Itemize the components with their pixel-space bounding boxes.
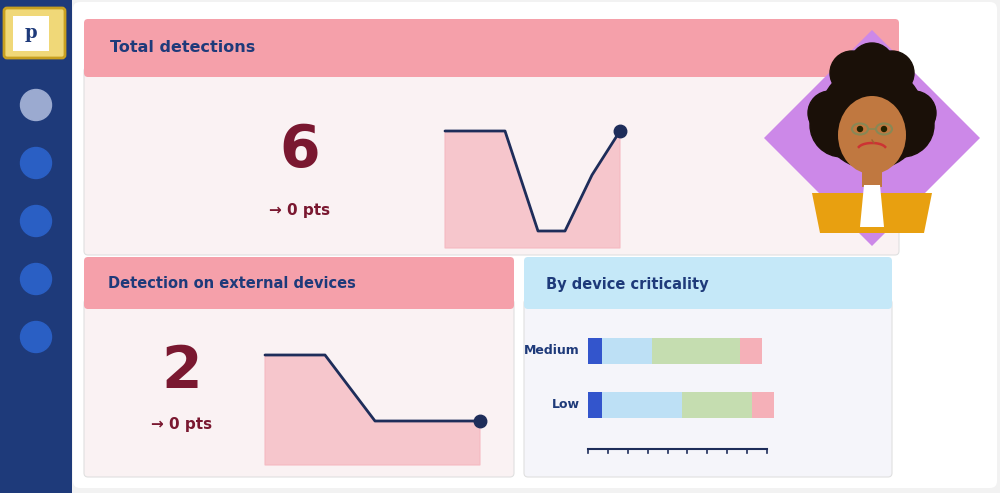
- FancyBboxPatch shape: [84, 19, 899, 77]
- Circle shape: [20, 90, 52, 120]
- Circle shape: [858, 127, 863, 132]
- Text: Detection on external devices: Detection on external devices: [108, 277, 356, 291]
- FancyBboxPatch shape: [524, 257, 892, 309]
- Polygon shape: [764, 30, 980, 246]
- FancyBboxPatch shape: [0, 0, 72, 493]
- FancyBboxPatch shape: [740, 338, 762, 364]
- Text: Low: Low: [552, 398, 580, 412]
- FancyBboxPatch shape: [652, 338, 740, 364]
- Text: p: p: [25, 25, 37, 42]
- Text: Total detections: Total detections: [110, 40, 255, 55]
- FancyBboxPatch shape: [862, 169, 882, 187]
- FancyBboxPatch shape: [602, 392, 682, 418]
- Circle shape: [808, 91, 852, 135]
- Circle shape: [20, 147, 52, 178]
- Circle shape: [870, 51, 914, 95]
- FancyBboxPatch shape: [588, 392, 602, 418]
- Polygon shape: [445, 131, 620, 248]
- Text: By device criticality: By device criticality: [546, 277, 709, 291]
- Circle shape: [830, 51, 874, 95]
- Polygon shape: [860, 185, 884, 227]
- FancyBboxPatch shape: [73, 2, 997, 488]
- FancyBboxPatch shape: [4, 8, 65, 58]
- Circle shape: [870, 93, 934, 157]
- FancyBboxPatch shape: [752, 392, 774, 418]
- Text: Medium: Medium: [524, 345, 580, 357]
- Ellipse shape: [838, 96, 906, 174]
- FancyBboxPatch shape: [588, 338, 602, 364]
- Text: 6: 6: [280, 122, 320, 179]
- Text: → 0 pts: → 0 pts: [151, 418, 213, 432]
- FancyBboxPatch shape: [524, 299, 892, 477]
- Circle shape: [882, 127, 887, 132]
- FancyBboxPatch shape: [84, 67, 899, 255]
- FancyBboxPatch shape: [84, 299, 514, 477]
- Circle shape: [850, 43, 894, 87]
- FancyBboxPatch shape: [602, 338, 652, 364]
- Text: → 0 pts: → 0 pts: [269, 204, 331, 218]
- Circle shape: [20, 321, 52, 352]
- FancyBboxPatch shape: [13, 16, 49, 51]
- Polygon shape: [265, 355, 480, 465]
- FancyBboxPatch shape: [682, 392, 752, 418]
- Circle shape: [820, 65, 924, 169]
- Circle shape: [20, 263, 52, 294]
- Circle shape: [892, 91, 936, 135]
- Circle shape: [810, 93, 874, 157]
- Polygon shape: [812, 193, 932, 233]
- Circle shape: [20, 206, 52, 237]
- FancyBboxPatch shape: [84, 257, 514, 309]
- Text: 2: 2: [162, 343, 202, 399]
